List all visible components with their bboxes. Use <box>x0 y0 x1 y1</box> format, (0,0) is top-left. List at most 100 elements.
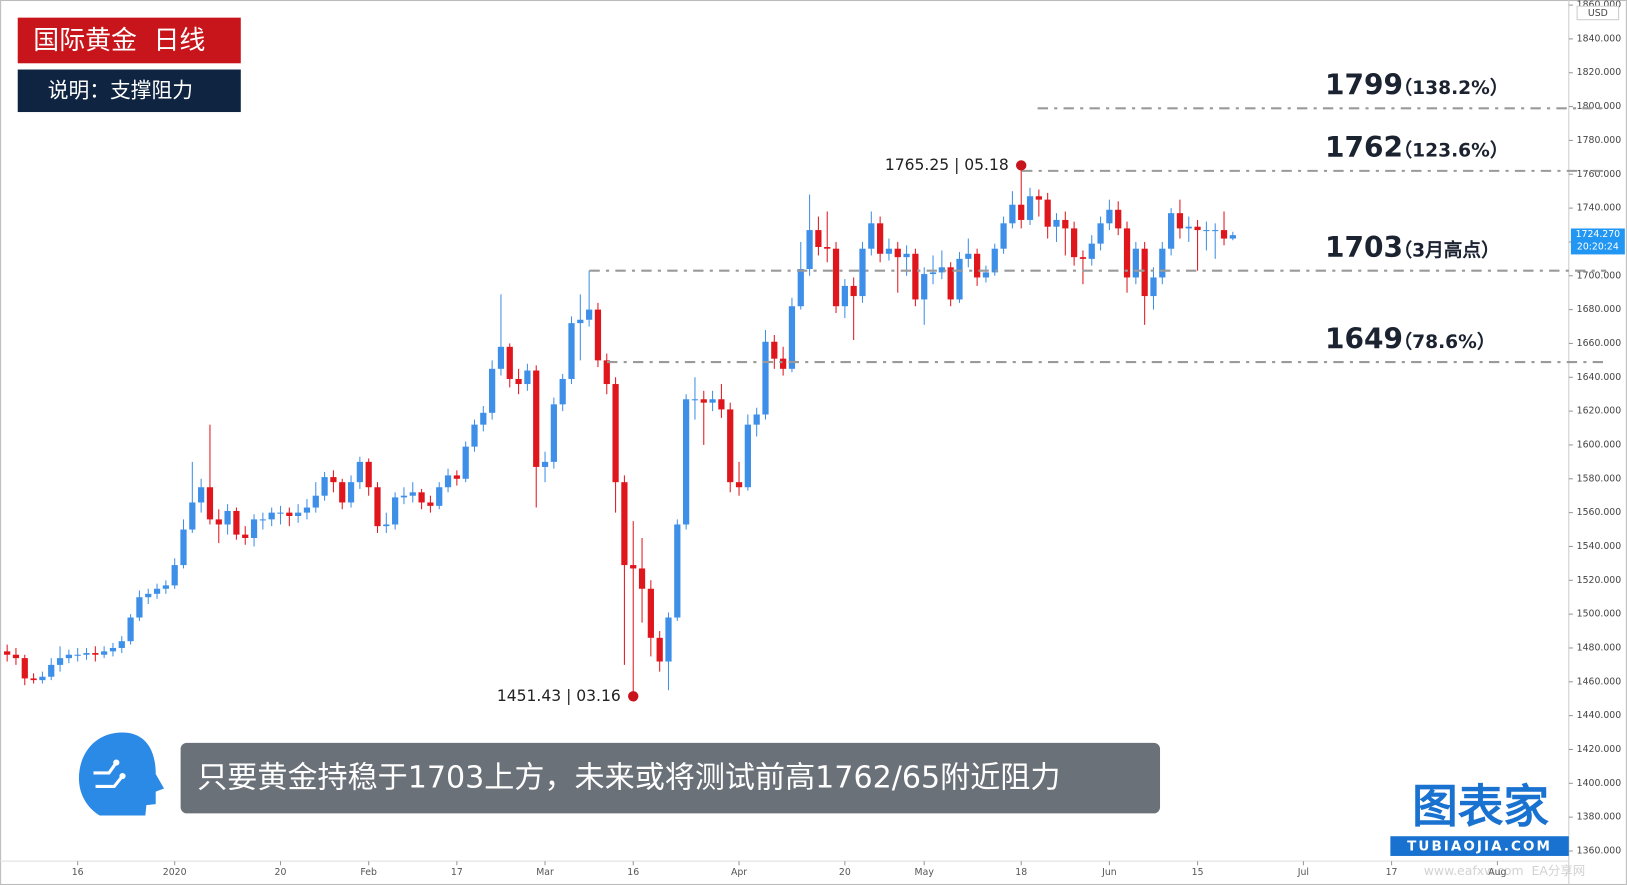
candle-body <box>1220 230 1228 239</box>
y-tick-label: 1520.000 <box>1577 575 1622 586</box>
candle-body <box>780 358 787 369</box>
candle-body <box>356 461 363 483</box>
candle-body <box>674 524 681 618</box>
candle-body <box>145 593 152 598</box>
x-tick-label: 2020 <box>163 867 187 878</box>
candle-body <box>295 512 302 517</box>
y-tick-label: 1400.000 <box>1577 778 1622 789</box>
y-tick-label: 1860.000 <box>1577 0 1622 11</box>
y-tick-label: 1640.000 <box>1577 372 1622 383</box>
level-value: 1799 <box>1325 68 1403 101</box>
candle-body <box>12 654 20 659</box>
level-note: （123.6%） <box>1393 140 1508 162</box>
candle-body <box>374 487 381 527</box>
candle-body <box>1141 248 1148 297</box>
candle-body <box>101 651 108 655</box>
x-tick-label: May <box>915 867 935 878</box>
candle-body <box>744 424 751 488</box>
candle-body <box>991 248 998 273</box>
candle-body <box>206 487 214 520</box>
x-tick-label: 15 <box>1192 867 1204 878</box>
candle-body <box>365 461 372 488</box>
caption: 只要黄金持稳于1703上方，未来或将测试前高1762/65附近阻力 <box>197 761 1060 796</box>
x-tick-label: Feb <box>360 867 377 878</box>
candle-body <box>630 565 637 569</box>
y-tick-label: 1820.000 <box>1577 67 1622 78</box>
candle-body <box>506 346 513 379</box>
x-tick-label: 20 <box>275 867 287 878</box>
plot-area <box>4 165 1236 697</box>
candle-body <box>929 272 937 275</box>
candle-body <box>965 253 972 259</box>
candle-body <box>497 346 505 369</box>
candle-body <box>771 341 778 359</box>
candle-body <box>982 272 990 278</box>
candle-body <box>1115 209 1122 229</box>
annotation-label: 1765.25 | 05.18 <box>885 156 1009 174</box>
candle-body <box>1062 219 1069 229</box>
candle-body <box>586 309 593 320</box>
y-tick-label: 1780.000 <box>1577 135 1622 146</box>
y-tick-label: 1800.000 <box>1577 101 1622 112</box>
candle-body <box>400 495 408 498</box>
y-tick-label: 1740.000 <box>1577 203 1622 214</box>
subtitle: 说明：支撑阻力 <box>48 78 193 102</box>
candle-body <box>153 588 161 594</box>
title-box <box>17 17 241 64</box>
candle-body <box>347 482 355 503</box>
candle-body <box>436 487 443 506</box>
candle-body <box>330 477 337 483</box>
candle-body <box>92 653 99 655</box>
candle-body <box>1071 228 1078 258</box>
candle-body <box>118 641 125 648</box>
candle-body <box>762 341 769 415</box>
candle-body <box>268 512 275 520</box>
candle-body <box>489 368 496 413</box>
candle-body <box>215 519 222 525</box>
candle-body <box>1035 196 1042 200</box>
caption-group: 只要黄金持稳于1703上方，未来或将测试前高1762/65附近阻力 <box>78 732 1161 816</box>
candle-body <box>1044 199 1051 227</box>
annotation-dot <box>1016 160 1027 171</box>
candle-body <box>303 507 311 513</box>
y-tick-label: 1380.000 <box>1577 812 1622 823</box>
candle-body <box>1088 243 1095 259</box>
candle-body <box>171 565 178 586</box>
header: 国际黄金 日线 说明：支撑阻力 <box>17 17 241 113</box>
subtitle-box <box>17 69 241 113</box>
last-price-time: 20:20:24 <box>1577 242 1619 253</box>
candle-body <box>956 258 963 300</box>
annotation-label: 1451.43 | 03.16 <box>497 687 621 705</box>
level-note: （78.6%） <box>1393 331 1495 353</box>
watermark: www.eafxw.com EA分享网 <box>1424 863 1585 878</box>
caption-box <box>180 742 1161 814</box>
y-tick-label: 1760.000 <box>1577 169 1622 180</box>
candle-body <box>286 512 293 517</box>
candle-body <box>797 268 804 307</box>
candle-body <box>594 309 602 361</box>
candle-body <box>735 482 743 488</box>
candle-body <box>718 399 725 410</box>
icon-node <box>113 759 120 766</box>
candle-body <box>912 253 919 300</box>
candle-body <box>39 676 46 681</box>
candle-body <box>832 248 840 307</box>
y-tick-label: 1500.000 <box>1577 609 1622 620</box>
y-tick-label: 1420.000 <box>1577 744 1622 755</box>
annotation-dot <box>628 691 639 702</box>
candle-body <box>1132 248 1139 278</box>
level-value: 1762 <box>1325 131 1403 164</box>
candle-body <box>74 654 81 656</box>
candle-body <box>665 617 672 662</box>
candle-body <box>1185 226 1192 229</box>
y-tick-label: 1540.000 <box>1577 541 1622 552</box>
x-tick-label: 17 <box>451 867 463 878</box>
candle-body <box>938 267 945 273</box>
x-tick-label: Jun <box>1101 867 1117 878</box>
candle-body <box>127 617 134 642</box>
candle-body <box>700 399 707 403</box>
candle-body <box>321 477 328 496</box>
candle-body <box>727 409 734 483</box>
candle-body <box>30 678 37 681</box>
candle-body <box>894 248 901 258</box>
